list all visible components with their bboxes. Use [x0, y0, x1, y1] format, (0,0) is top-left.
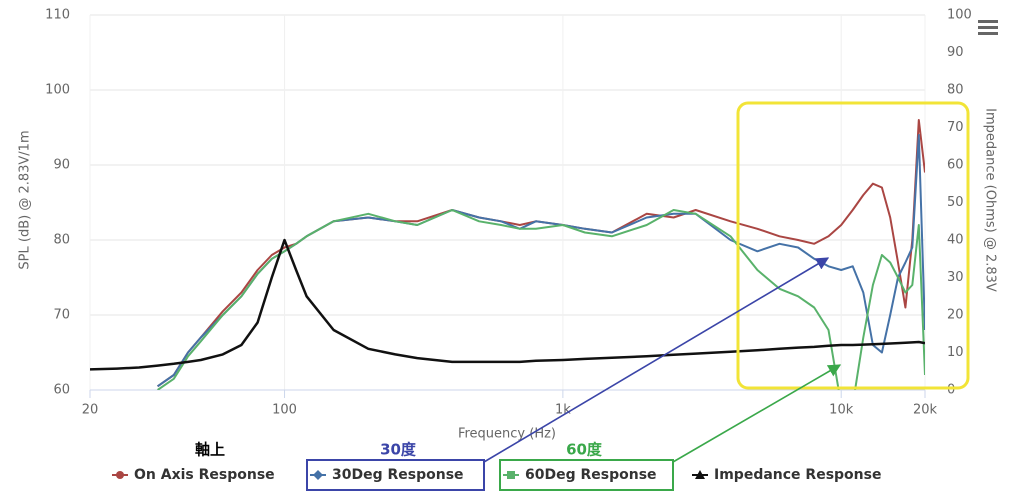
y2-tick-label: 70: [947, 120, 964, 135]
legend-item[interactable]: 60Deg Response: [503, 467, 657, 483]
legend-label: 30Deg Response: [332, 467, 464, 483]
y2-axis-title: Impedance (Ohms) @ 2.83V: [983, 108, 998, 292]
y2-tick-label: 60: [947, 158, 964, 173]
x-tick-label: 100: [272, 403, 297, 418]
legend-highlight: [306, 459, 485, 491]
legend-item[interactable]: 30Deg Response: [310, 467, 464, 483]
y2-tick-label: 10: [947, 345, 964, 360]
legend-marker: [695, 470, 705, 479]
y2-tick-label: 20: [947, 308, 964, 323]
legend-label: 60Deg Response: [525, 467, 657, 483]
y2-tick-label: 90: [947, 45, 964, 60]
arrow: [672, 364, 842, 463]
legend-label: Impedance Response: [714, 467, 881, 483]
series-line: [157, 134, 925, 388]
menu-bar: [978, 26, 998, 29]
annotation: 60度: [566, 441, 603, 459]
legend-marker: [507, 471, 515, 479]
y2-tick-label: 50: [947, 195, 964, 210]
series-line: [157, 209, 925, 390]
y2-tick-label: 40: [947, 233, 964, 248]
y-tick-label: 80: [53, 233, 70, 248]
menu-bar: [978, 32, 998, 35]
annotation: 30度: [380, 441, 417, 459]
y2-tick-label: 30: [947, 270, 964, 285]
y-tick-label: 60: [53, 383, 70, 398]
legend-marker: [313, 470, 323, 480]
y-tick-label: 70: [53, 308, 70, 323]
x-tick-label: 20: [82, 403, 99, 418]
legend-item[interactable]: On Axis Response: [112, 467, 275, 483]
legend-highlight: [499, 459, 674, 491]
menu-bar: [978, 20, 998, 23]
y2-tick-label: 0: [947, 383, 955, 398]
highlight-box: [736, 101, 970, 390]
y2-tick-label: 100: [947, 8, 972, 23]
annotation: 軸上: [195, 441, 225, 459]
legend-label: On Axis Response: [134, 467, 275, 483]
arrow: [483, 257, 830, 463]
x-tick-label: 1k: [555, 403, 571, 418]
series-line: [90, 238, 925, 371]
y-axis-title: SPL (dB) @ 2.83V/1m: [18, 130, 33, 269]
y2-tick-label: 80: [947, 83, 964, 98]
y-tick-label: 100: [45, 83, 70, 98]
y-tick-label: 90: [53, 158, 70, 173]
menu-button[interactable]: [978, 20, 998, 35]
x-axis-title: Frequency (Hz): [458, 427, 556, 442]
x-tick-label: 20k: [913, 403, 938, 418]
legend-item[interactable]: Impedance Response: [692, 467, 881, 483]
legend-marker: [116, 471, 124, 479]
y-tick-label: 110: [45, 8, 70, 23]
x-tick-label: 10k: [829, 403, 854, 418]
